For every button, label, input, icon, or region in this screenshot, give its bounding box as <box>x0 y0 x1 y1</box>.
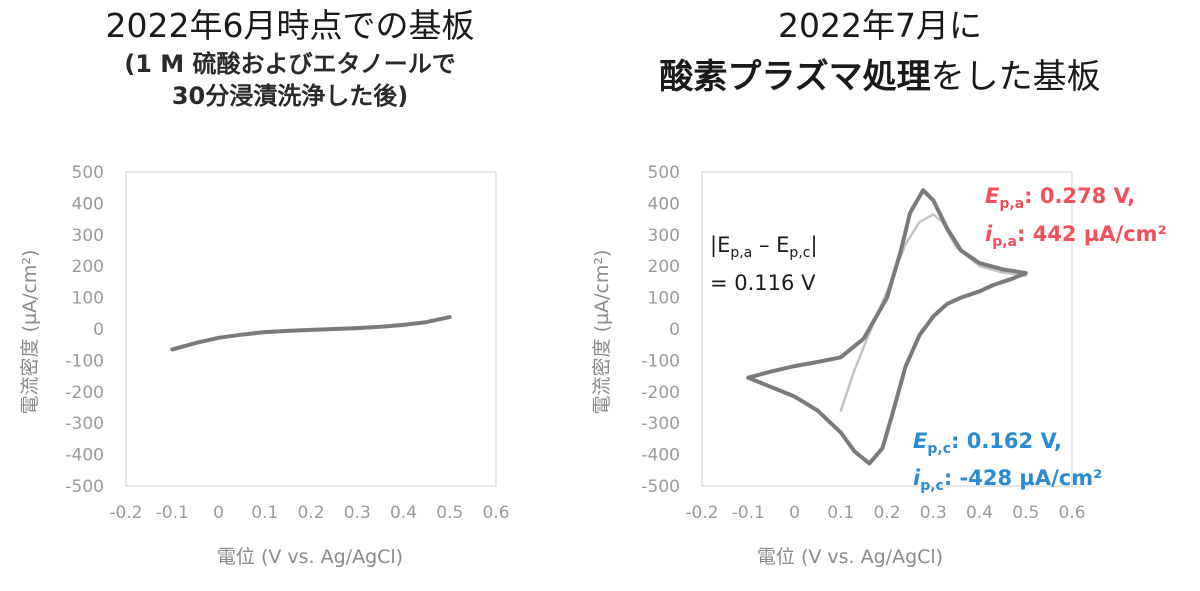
cathodic-peak-potential-annotation: Ep,c: 0.162 V, <box>913 429 1062 457</box>
right-chart-y-tick-label: -400 <box>641 446 680 466</box>
right-chart-x-tick-label: -0.2 <box>685 503 718 523</box>
cathodic-peak-current-annotation: ip,c: -428 µA/cm² <box>913 466 1102 494</box>
anodic-peak-current-annotation: ip,a: 442 µA/cm² <box>985 222 1167 250</box>
right-chart-x-tick-label: 0.6 <box>1058 503 1085 523</box>
right-chart-y-axis-label: 電流密度 (µA/cm²) <box>591 250 613 415</box>
left-chart-x-tick-label: 0.3 <box>344 503 371 523</box>
left-chart-y-axis-label: 電流密度 (µA/cm²) <box>19 250 41 415</box>
delta-e-annotation-line1: |Ep,a – Ep,c| <box>710 233 818 261</box>
right-chart-y-tick-label: 100 <box>648 289 680 309</box>
left-chart-y-tick-label: 200 <box>72 257 104 277</box>
right-chart-x-tick-label: 0.4 <box>966 503 993 523</box>
left-chart-x-tick-label: 0.2 <box>297 503 324 523</box>
left-chart-y-tick-label: -400 <box>65 446 104 466</box>
left-chart-series-line <box>170 315 452 352</box>
left-chart-y-tick-label: -100 <box>65 351 104 371</box>
left-chart-x-tick-label: 0.4 <box>390 503 417 523</box>
right-chart-title-line2: 酸素プラズマ処理をした基板 <box>600 54 1160 100</box>
left-chart: 500 400 300 200 100 0 -100 -200 -300 -400 -500 -0.… <box>19 163 510 568</box>
right-chart-title-block: 2022年7月に 酸素プラズマ処理をした基板 <box>600 4 1160 100</box>
left-chart-y-tick-label: -300 <box>65 414 104 434</box>
left-chart-y-tick-label: -500 <box>65 477 104 497</box>
right-chart-x-tick-label: -0.1 <box>732 503 765 523</box>
right-chart-y-tick-label: -200 <box>641 383 680 403</box>
left-chart-subtitle-line2: 30分浸漬洗浄した後) <box>171 82 409 110</box>
right-chart-y-tick-label: -100 <box>641 351 680 371</box>
right-chart-x-tick-label: 0.2 <box>873 503 900 523</box>
right-chart-y-tick-label: -500 <box>641 477 680 497</box>
right-chart-x-tick-label: 0.3 <box>920 503 947 523</box>
right-chart-x-axis-label: 電位 (V vs. Ag/AgCl) <box>757 546 943 568</box>
anodic-peak-potential-annotation: Ep,a: 0.278 V, <box>985 184 1135 212</box>
right-chart-y-tick-label: 200 <box>648 257 680 277</box>
right-chart-series-light-line <box>839 213 1028 412</box>
left-chart-y-tick-label: 500 <box>72 163 104 183</box>
right-chart: 500 400 300 200 100 0 -100 -200 -300 -400 -500 -0.… <box>591 163 1167 568</box>
right-chart-y-tick-label: 500 <box>648 163 680 183</box>
left-chart-subtitle-line1: (1 M 硫酸およびエタノールで <box>124 50 456 78</box>
right-chart-series-dark-line <box>746 188 1028 466</box>
left-chart-y-tick-label: 400 <box>72 194 104 214</box>
left-chart-y-tick-label: 100 <box>72 289 104 309</box>
left-chart-x-tick-label: 0.5 <box>436 503 463 523</box>
right-chart-x-tick-label: 0.1 <box>827 503 854 523</box>
left-chart-x-tick-label: -0.2 <box>109 503 142 523</box>
left-chart-y-tick-label: 300 <box>72 226 104 246</box>
right-chart-y-tick-label: 300 <box>648 226 680 246</box>
left-chart-x-axis-label: 電位 (V vs. Ag/AgCl) <box>217 546 403 568</box>
left-chart-x-tick-label: 0 <box>213 503 224 523</box>
left-chart-x-tick-label: -0.1 <box>156 503 189 523</box>
right-chart-x-tick-label: 0.5 <box>1012 503 1039 523</box>
right-chart-title-line1: 2022年7月に <box>778 6 982 45</box>
right-chart-title-bold: 酸素プラズマ処理 <box>659 57 931 97</box>
right-chart-title-rest: をした基板 <box>930 57 1101 97</box>
left-chart-x-tick-label: 0.1 <box>251 503 278 523</box>
left-chart-y-tick-label: -200 <box>65 383 104 403</box>
right-chart-y-tick-label: 400 <box>648 194 680 214</box>
left-chart-frame <box>125 171 497 487</box>
right-chart-y-tick-label: 0 <box>669 320 680 340</box>
left-chart-title-block: 2022年6月時点での基板 (1 M 硫酸およびエタノールで 30分浸漬洗浄した… <box>30 4 550 112</box>
left-chart-x-tick-label: 0.6 <box>482 503 509 523</box>
delta-e-annotation-line2: = 0.116 V <box>710 271 816 295</box>
right-chart-y-tick-label: -300 <box>641 414 680 434</box>
right-chart-frame <box>701 171 1073 487</box>
right-chart-x-tick-label: 0 <box>789 503 800 523</box>
left-chart-y-tick-label: 0 <box>93 320 104 340</box>
left-chart-title: 2022年6月時点での基板 <box>105 6 475 45</box>
